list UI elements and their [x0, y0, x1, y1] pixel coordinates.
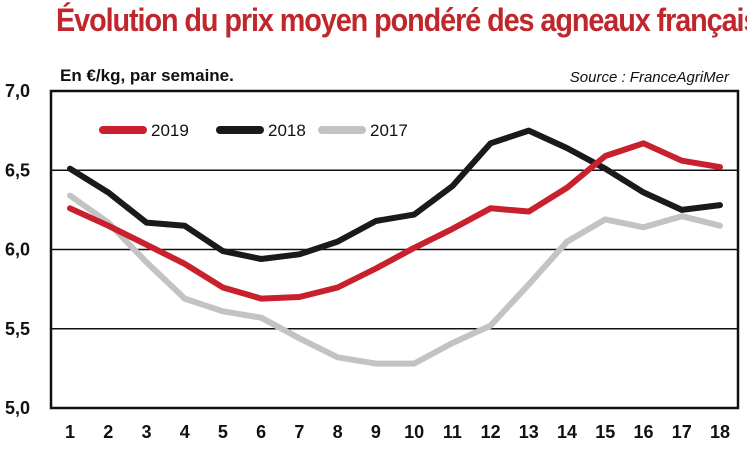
y-tick-label: 7,0 — [5, 81, 30, 101]
x-tick-label: 18 — [710, 422, 730, 442]
x-tick-label: 14 — [557, 422, 577, 442]
x-tick-label: 6 — [256, 422, 266, 442]
x-tick-label: 5 — [218, 422, 228, 442]
x-tick-label: 13 — [519, 422, 539, 442]
legend-label-2017: 2017 — [370, 121, 408, 140]
legend-label-2019: 2019 — [151, 121, 189, 140]
x-tick-label: 12 — [481, 422, 501, 442]
series-line-2019 — [67, 140, 723, 302]
x-tick-label: 9 — [371, 422, 381, 442]
x-tick-label: 10 — [404, 422, 424, 442]
legend-label-2018: 2018 — [268, 121, 306, 140]
grid-lines — [51, 169, 738, 330]
y-tick-label: 6,5 — [5, 160, 30, 180]
plot-frame — [49, 89, 740, 410]
y-tick-label: 5,0 — [5, 398, 30, 418]
x-tick-label: 8 — [333, 422, 343, 442]
x-tick-label: 1 — [65, 422, 75, 442]
chart-source: Source : FranceAgriMer — [570, 69, 730, 86]
x-tick-label: 11 — [443, 422, 462, 442]
chart-subtitle: En €/kg, par semaine. — [60, 66, 234, 85]
x-tick-label: 3 — [141, 422, 151, 442]
series-line-2017 — [67, 192, 723, 367]
x-tick-label: 17 — [672, 422, 692, 442]
y-tick-label: 5,5 — [5, 319, 30, 339]
x-tick-label: 2 — [103, 422, 113, 442]
x-tick-label: 7 — [294, 422, 304, 442]
series-line-2018 — [67, 127, 723, 262]
x-tick-label: 4 — [180, 422, 190, 442]
y-axis-ticks: 5,0 5,5 6,0 6,5 7,0 — [5, 81, 30, 418]
y-tick-label: 6,0 — [5, 240, 30, 260]
legend: 2019 2018 2017 — [99, 121, 408, 140]
x-tick-label: 16 — [634, 422, 654, 442]
x-axis-ticks: 1 2 3 4 5 6 7 8 9 10 11 12 13 14 15 16 17 18 — [65, 422, 730, 442]
chart-title: Évolution du prix moyen pondéré des agne… — [56, 2, 747, 38]
x-tick-label: 15 — [595, 422, 615, 442]
series-lines — [67, 127, 723, 367]
